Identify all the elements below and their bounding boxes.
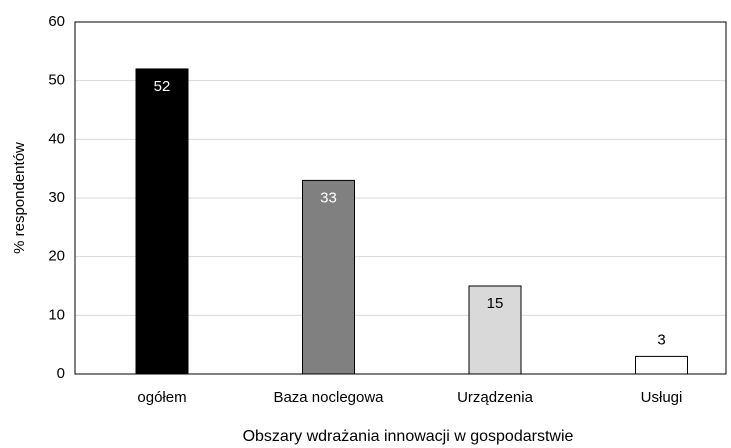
bar xyxy=(635,355,688,375)
bar xyxy=(302,179,355,375)
y-tick-label: 10 xyxy=(48,306,65,323)
y-tick-label: 30 xyxy=(48,189,65,206)
x-axis-title: Obszary wdrażania innowacji w gospodarst… xyxy=(243,428,574,445)
y-tick-label: 0 xyxy=(57,365,65,382)
value-label: 33 xyxy=(320,189,337,206)
y-axis-title: % respondentów xyxy=(11,142,28,254)
x-tick-label: Usługi xyxy=(641,389,683,406)
bar xyxy=(468,285,522,375)
bar xyxy=(135,68,189,375)
y-tick-label: 40 xyxy=(48,130,65,147)
y-tick-label: 60 xyxy=(48,13,65,30)
value-label: 15 xyxy=(487,295,504,312)
y-tick-label: 20 xyxy=(48,248,65,265)
plot-frame xyxy=(74,21,727,375)
x-tick-label: Urządzenia xyxy=(457,389,534,406)
value-label: 52 xyxy=(154,78,171,95)
value-label: 3 xyxy=(657,331,665,348)
y-tick-label: 50 xyxy=(48,72,65,89)
x-tick-label: Baza noclegowa xyxy=(273,389,384,406)
x-tick-label: ogółem xyxy=(137,389,186,406)
